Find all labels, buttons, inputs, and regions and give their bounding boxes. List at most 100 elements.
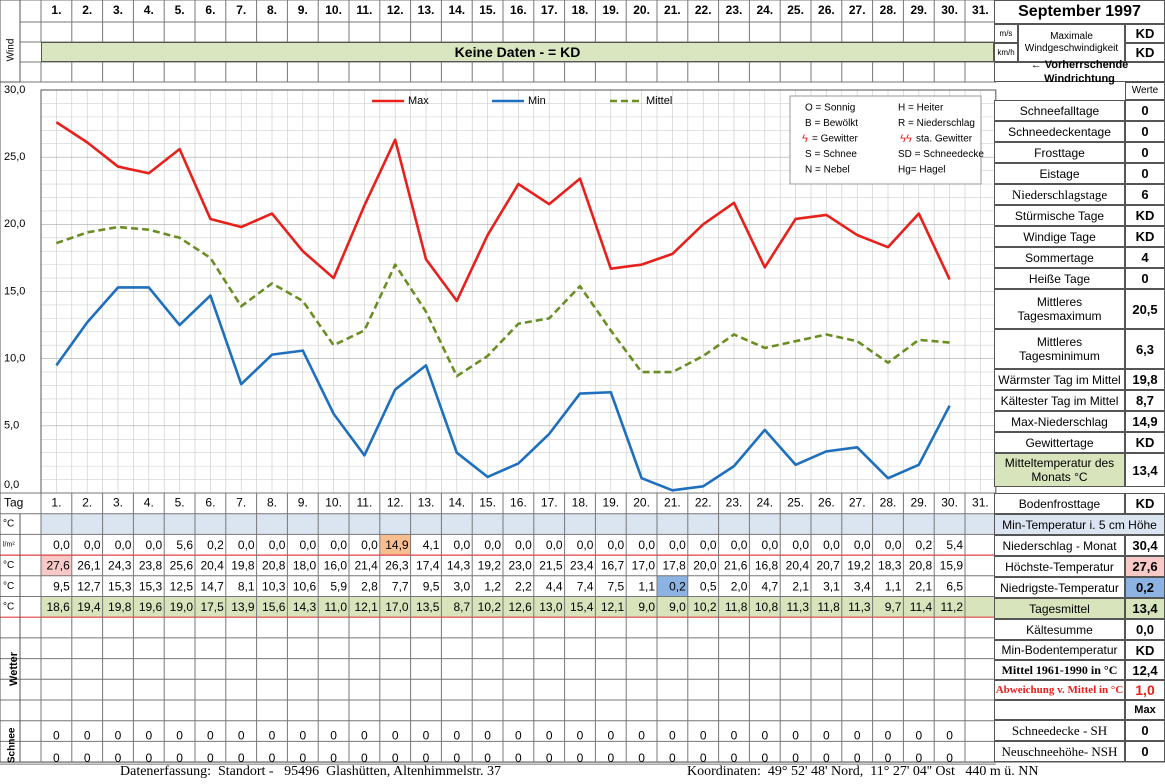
series-line-max [55, 121, 951, 303]
day-header: 17. [541, 496, 558, 510]
day-header: 3. [113, 496, 123, 510]
soil-temp-row-bg [41, 513, 996, 535]
cell-precip: 0,0 [762, 538, 779, 552]
cell-min: 8,1 [238, 579, 255, 593]
cell-mean: 11,0 [325, 600, 348, 614]
weather-key-box [789, 95, 982, 185]
day-header: 6. [205, 496, 215, 510]
cell-precip: 0,0 [608, 538, 625, 552]
cell-snow-sh: 0 [269, 728, 276, 742]
day-header: 12. [387, 3, 404, 17]
cell-precip: 0,2 [916, 538, 933, 552]
cell-min: 2,1 [792, 579, 809, 593]
cell-mean: 9,0 [638, 600, 655, 614]
cell-precip: 0,0 [146, 538, 163, 552]
cell-precip: 0,0 [854, 538, 871, 552]
cell-precip: 0,0 [885, 538, 902, 552]
max-precip-highlight [379, 534, 411, 556]
cell-precip: 0,0 [53, 538, 70, 552]
cell-snow-sh: 0 [484, 728, 491, 742]
wind-label: Wind [6, 39, 17, 62]
cell-precip: 0,2 [207, 538, 224, 552]
day-header: 31. [972, 496, 989, 510]
cell-mean: 9,0 [669, 600, 686, 614]
cell-min: 12,7 [77, 579, 101, 593]
cell-mean: 15,6 [262, 600, 286, 614]
summary-label: Höchste-Temperatur [994, 556, 1125, 577]
cell-precip: 0,0 [669, 538, 686, 552]
cell-precip: 0,0 [484, 538, 501, 552]
cell-mean: 17,0 [385, 600, 409, 614]
cell-max: 20,8 [909, 559, 933, 573]
y-tick-label: 0,0 [4, 479, 19, 491]
day-header: 9. [298, 496, 308, 510]
stat-value: KD [1125, 205, 1165, 226]
cell-snow-nsh: 0 [854, 751, 861, 765]
cell-precip: 0,0 [84, 538, 101, 552]
cell-mean: 10,2 [693, 600, 717, 614]
max-temp-highlight [41, 555, 72, 576]
stat-value: 6 [1125, 184, 1165, 205]
stat-label: Schneefalltage [994, 100, 1125, 121]
cell-precip: 0,0 [115, 538, 132, 552]
stat-value: 4 [1125, 247, 1165, 268]
row-unit-label: °C [3, 601, 14, 612]
cell-mean: 17,5 [200, 600, 224, 614]
stat-label: Wärmster Tag im Mittel [994, 369, 1125, 390]
stat-label: Windige Tage [994, 226, 1125, 247]
summary-label: Tagesmittel [994, 598, 1125, 619]
day-header: 23. [726, 496, 743, 510]
cell-max: 20,7 [816, 559, 840, 573]
cell-mean: 11,3 [787, 600, 810, 614]
stat-label: Mitteltemperatur des Monats °C [994, 453, 1125, 487]
cell-min: 9,5 [53, 579, 70, 593]
cell-min: 5,9 [330, 579, 347, 593]
cell-max: 18,0 [293, 559, 317, 573]
cell-snow-nsh: 0 [84, 751, 91, 765]
cell-snow-nsh: 0 [299, 751, 306, 765]
day-header: 18. [572, 3, 589, 17]
day-header: 16. [510, 496, 527, 510]
summary-label [994, 700, 1125, 720]
summary-value: 0,0 [1125, 619, 1165, 640]
weather-key-entry: Hg= Hagel [898, 165, 946, 176]
summary-label: Neuschneehöhe- NSH [994, 741, 1125, 762]
cell-max: 21,6 [724, 559, 748, 573]
cell-precip: 0,0 [823, 538, 840, 552]
y-tick-label: 10,0 [4, 353, 25, 365]
prevailing-wind-label: ← Vorherrschende Windrichtung [994, 59, 1165, 85]
day-header: 4. [144, 496, 154, 510]
cell-max: 23,8 [139, 559, 163, 573]
day-header: 24. [756, 496, 773, 510]
stat-label: Max-Niederschlag [994, 411, 1125, 432]
summary-value: 1,0 [1125, 680, 1165, 700]
cell-snow-sh: 0 [577, 728, 584, 742]
y-tick-label: 30,0 [4, 84, 25, 96]
cell-min: 6,5 [946, 579, 963, 593]
cell-precip: 0,0 [238, 538, 255, 552]
weather-key-entry: O = Sonnig [805, 103, 855, 114]
cell-mean: 13,0 [539, 600, 563, 614]
cell-snow-nsh: 0 [638, 751, 645, 765]
cell-min: 7,7 [392, 579, 409, 593]
cell-max: 17,0 [632, 559, 656, 573]
day-header: 28. [880, 3, 897, 17]
cell-precip: 0,0 [454, 538, 471, 552]
max-wind-label: Maximale Windgeschwindigkeit [1018, 24, 1125, 62]
day-header: 19. [602, 496, 619, 510]
day-header: 25. [787, 496, 804, 510]
series-line-min [55, 286, 951, 492]
summary-value: 0 [1125, 741, 1165, 762]
cell-min: 14,7 [200, 579, 224, 593]
cell-snow-sh: 0 [607, 728, 614, 742]
station-thunder-icon: ϟϟ [900, 133, 912, 145]
cell-snow-sh: 0 [299, 728, 306, 742]
cell-mean: 11,2 [941, 600, 964, 614]
cell-max: 21,5 [539, 559, 563, 573]
cell-mean: 11,8 [817, 600, 840, 614]
stat-value: 8,7 [1125, 390, 1165, 411]
legend-label-min: Min [528, 95, 546, 107]
summary-value: Max [1125, 700, 1165, 720]
weather-key-entry: SD = Schneedecke [898, 149, 984, 160]
